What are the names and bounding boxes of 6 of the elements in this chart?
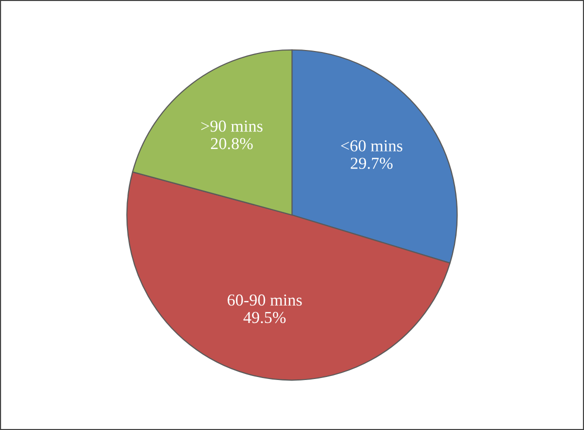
slice-label: >90 mins xyxy=(201,120,262,132)
data-label: 20.8% xyxy=(210,138,253,150)
data-label: 29.7% xyxy=(350,158,393,169)
data-label: 49.5% xyxy=(243,312,286,324)
slice-label: 60-90 mins xyxy=(228,294,302,306)
slice-label: <60 mins xyxy=(341,140,402,152)
